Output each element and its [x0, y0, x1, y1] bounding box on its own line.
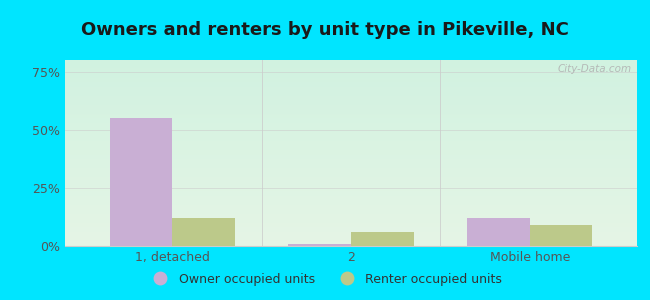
- Legend: Owner occupied units, Renter occupied units: Owner occupied units, Renter occupied un…: [143, 268, 507, 291]
- Bar: [467, 218, 530, 246]
- Text: Owners and renters by unit type in Pikeville, NC: Owners and renters by unit type in Pikev…: [81, 21, 569, 39]
- Bar: [530, 225, 592, 246]
- Bar: [110, 118, 172, 246]
- Bar: [172, 218, 235, 246]
- Bar: [289, 244, 351, 246]
- Text: City-Data.com: City-Data.com: [557, 64, 631, 74]
- Bar: [351, 232, 413, 246]
